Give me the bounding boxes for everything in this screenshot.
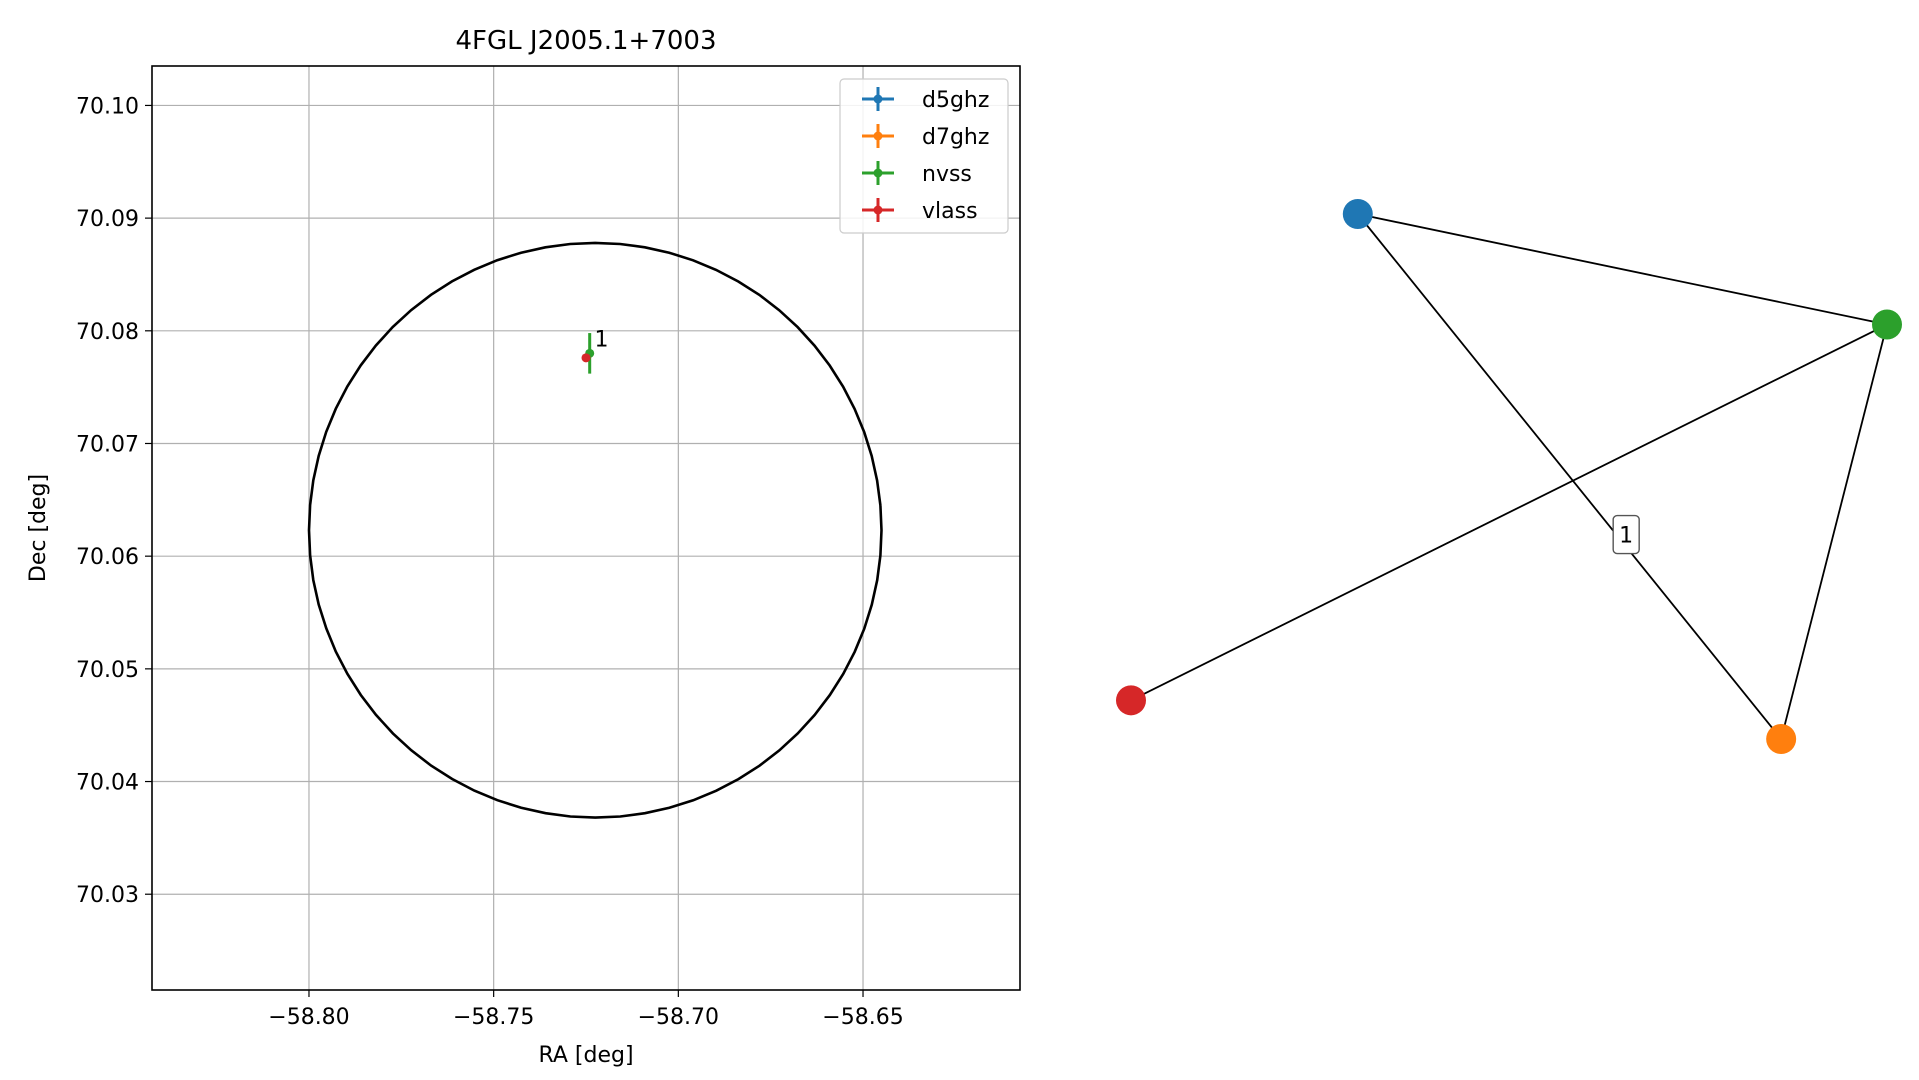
x-tick-label: −58.80 bbox=[268, 1005, 349, 1030]
network-graph: 1 bbox=[1116, 199, 1902, 754]
edge-d7ghz-nvss bbox=[1780, 324, 1888, 740]
edge-d5ghz-d7ghz bbox=[1357, 213, 1782, 740]
y-axis: 70.03 70.04 70.05 70.06 70.07 70.08 70.09 70.10 bbox=[76, 94, 152, 908]
edge-vlass-nvss bbox=[1130, 323, 1888, 702]
x-axis: −58.80 −58.75 −58.70 −58.65 bbox=[268, 990, 904, 1030]
y-tick-label: 70.06 bbox=[76, 545, 139, 570]
plot-frame bbox=[151, 65, 1021, 991]
legend-handle-marker bbox=[873, 94, 883, 104]
y-tick-label: 70.05 bbox=[76, 658, 139, 683]
legend-handle-marker bbox=[873, 168, 883, 178]
legend-frame bbox=[839, 78, 1009, 234]
legend: d5ghz d7ghz nvss vlass bbox=[839, 78, 1009, 234]
graph-nodes bbox=[1116, 199, 1902, 754]
y-tick-label: 70.03 bbox=[76, 883, 139, 908]
legend-label: d5ghz bbox=[922, 88, 989, 113]
edge-label: 1 bbox=[1612, 514, 1640, 555]
x-tick-label: −58.75 bbox=[453, 1005, 534, 1030]
edge-d5ghz-nvss bbox=[1357, 213, 1888, 326]
y-tick-label: 70.09 bbox=[76, 207, 139, 232]
legend-entry-d7ghz: d7ghz bbox=[862, 124, 989, 150]
point-marker bbox=[581, 353, 591, 363]
localization-ellipse bbox=[307, 241, 883, 819]
node-d7ghz bbox=[1766, 724, 1797, 754]
edge-label-text: 1 bbox=[1619, 524, 1633, 549]
y-tick-label: 70.04 bbox=[76, 771, 139, 796]
legend-entry-d5ghz: d5ghz bbox=[862, 87, 989, 113]
legend-handle-marker bbox=[873, 205, 883, 215]
y-tick-label: 70.10 bbox=[76, 94, 139, 119]
x-tick-label: −58.70 bbox=[638, 1005, 719, 1030]
legend-label: vlass bbox=[922, 199, 978, 224]
point-annotation: 1 bbox=[594, 328, 608, 353]
legend-label: d7ghz bbox=[922, 125, 989, 150]
edge-label-box bbox=[1612, 514, 1640, 555]
graph-edge-labels: 1 bbox=[1612, 514, 1640, 555]
graph-edges bbox=[1130, 213, 1888, 740]
x-axis-label: RA [deg] bbox=[538, 1043, 633, 1068]
legend-entry-vlass: vlass bbox=[862, 198, 978, 224]
y-tick-label: 70.08 bbox=[76, 320, 139, 345]
x-tick-label: −58.65 bbox=[822, 1005, 903, 1030]
point-vlass bbox=[581, 353, 591, 363]
y-axis-label: Dec [deg] bbox=[26, 474, 51, 582]
ellipse-outline bbox=[307, 241, 883, 819]
legend-entry-nvss: nvss bbox=[862, 161, 972, 187]
source-points: 1 bbox=[581, 328, 608, 374]
y-tick-label: 70.07 bbox=[76, 432, 139, 457]
node-d5ghz bbox=[1342, 199, 1373, 229]
sky-plot: 1 −58.80 −58.75 −58.70 −58.65 70.0370.0470.… bbox=[26, 26, 1021, 1068]
chart-title: 4FGL J2005.1+7003 bbox=[456, 26, 717, 56]
legend-handle-marker bbox=[873, 131, 883, 141]
node-nvss bbox=[1872, 309, 1902, 340]
node-vlass bbox=[1116, 685, 1146, 716]
legend-label: nvss bbox=[922, 162, 972, 187]
